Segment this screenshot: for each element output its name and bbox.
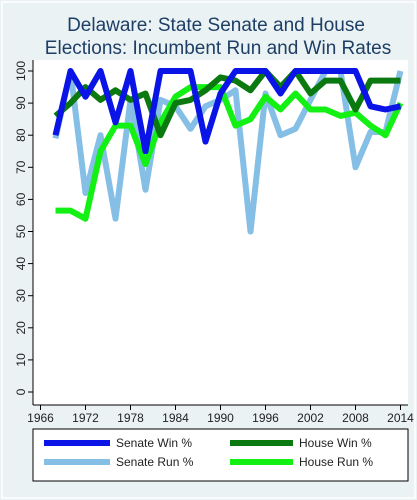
y-tick-label: 90 [14, 96, 28, 110]
legend-label-house-run: House Run % [299, 455, 373, 469]
x-tick-label: 1996 [252, 411, 279, 425]
y-tick-label: 50 [14, 225, 28, 239]
y-tick-label: 80 [14, 128, 28, 142]
x-tick-label: 1972 [72, 411, 99, 425]
x-tick-label: 1984 [162, 411, 189, 425]
chart-title-line-1: Delaware: State Senate and House [67, 15, 365, 36]
x-tick-label: 1966 [27, 411, 54, 425]
x-tick-label: 1978 [117, 411, 144, 425]
y-tick-label: 40 [14, 257, 28, 271]
legend-label-house-win: House Win % [299, 436, 372, 450]
x-tick-label: 1990 [207, 411, 234, 425]
legend: Senate Win % House Win % Senate Run % House… [32, 428, 409, 482]
axes: 0 10 20 30 40 50 60 70 80 90 100 1966 1972 1978 1984 19… [14, 60, 414, 425]
legend-label-senate-win: Senate Win % [116, 436, 192, 450]
series-line-house-run [55, 84, 404, 222]
y-tick-label: 70 [14, 160, 28, 174]
y-tick-label: 100 [14, 61, 28, 81]
y-tick-label: 10 [14, 353, 28, 367]
y-tick-label: 30 [14, 289, 28, 303]
y-tick-label: 0 [14, 388, 28, 395]
chart-title-line-2: Elections: Incumbent Run and Win Rates [45, 38, 391, 59]
series-lines [52, 68, 404, 235]
legend-label-senate-run: Senate Run % [116, 455, 194, 469]
x-tick-label: 2002 [297, 411, 324, 425]
series-line-senate-win [52, 68, 402, 155]
x-tick-label: 2014 [387, 411, 414, 425]
legend-box [32, 428, 409, 482]
y-tick-label: 20 [14, 321, 28, 335]
x-tick-label: 2008 [342, 411, 369, 425]
y-tick-label: 60 [14, 192, 28, 206]
